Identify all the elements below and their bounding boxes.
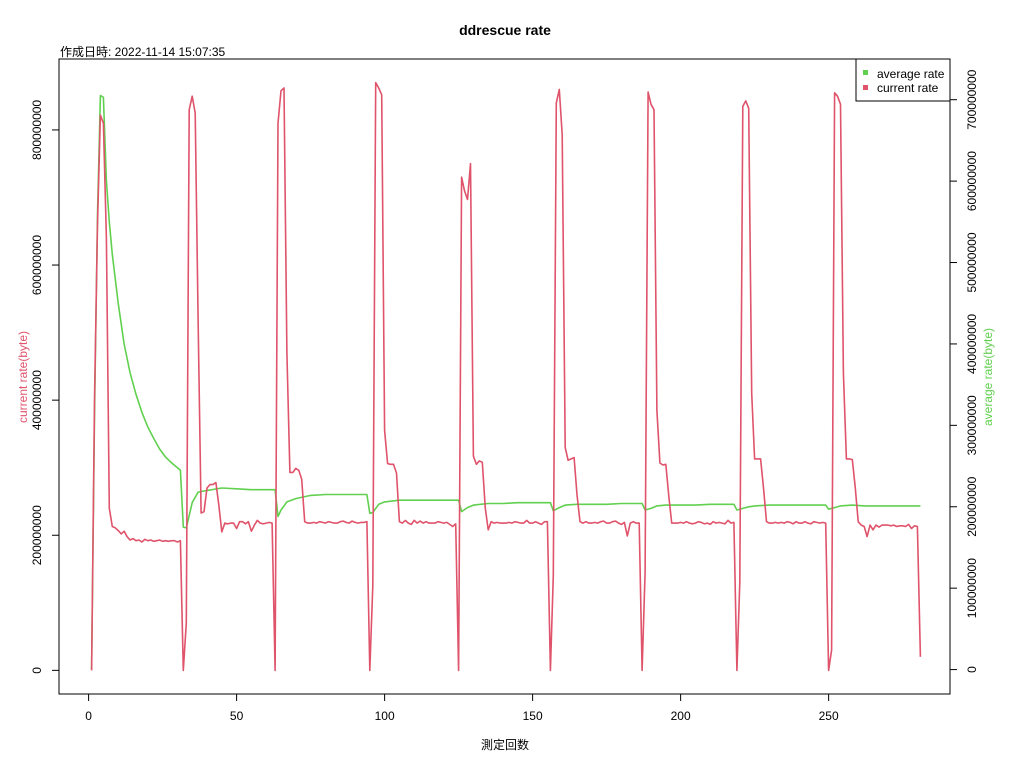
- right-y-axis: 0 100000000 200000000 300000000 400000000 500…: [949, 69, 979, 673]
- legend-swatch-average-rate: [863, 70, 868, 75]
- plot-frame: [58, 58, 951, 695]
- left-y-tick-label: 600000000: [30, 235, 44, 295]
- x-axis-label: 測定回数: [481, 737, 529, 752]
- x-tick-label: 0: [85, 709, 92, 723]
- right-y-tick-label: 700000000: [965, 69, 979, 129]
- left-y-axis-label: current rate(byte): [16, 331, 30, 423]
- left-y-tick-label: 800000000: [30, 100, 44, 160]
- right-y-tick-label: 0: [965, 666, 979, 673]
- legend-label-average-rate: average rate: [877, 67, 945, 81]
- legend: average rate current rate: [855, 58, 951, 102]
- chart-title: ddrescue rate: [459, 22, 551, 38]
- left-y-tick-label: 400000000: [30, 370, 44, 430]
- x-tick-label: 100: [375, 709, 395, 723]
- right-y-tick-label: 200000000: [965, 476, 979, 536]
- x-tick-label: 150: [523, 709, 543, 723]
- average-rate-line: [90, 94, 921, 670]
- right-y-tick-label: 300000000: [965, 395, 979, 455]
- legend-box: [855, 58, 951, 102]
- legend-label-current-rate: current rate: [877, 81, 939, 95]
- left-y-tick-label: 200000000: [30, 505, 44, 565]
- x-tick-label: 50: [230, 709, 244, 723]
- x-axis: 0 50 100 150 200 250: [85, 693, 839, 723]
- legend-swatch-current-rate: [863, 85, 868, 90]
- right-y-tick-label: 500000000: [965, 232, 979, 292]
- chart-subtitle: 作成日時: 2022-11-14 15:07:35: [60, 45, 226, 59]
- right-y-tick-label: 600000000: [965, 151, 979, 211]
- right-y-axis-label: average rate(byte): [981, 328, 995, 426]
- current-rate-line: [90, 81, 922, 672]
- left-y-axis: 0 200000000 400000000 600000000 800000000: [30, 100, 60, 674]
- right-y-tick-label: 100000000: [965, 558, 979, 618]
- left-y-tick-label: 0: [30, 667, 44, 674]
- x-tick-label: 200: [671, 709, 691, 723]
- x-tick-label: 250: [819, 709, 839, 723]
- right-y-tick-label: 400000000: [965, 314, 979, 374]
